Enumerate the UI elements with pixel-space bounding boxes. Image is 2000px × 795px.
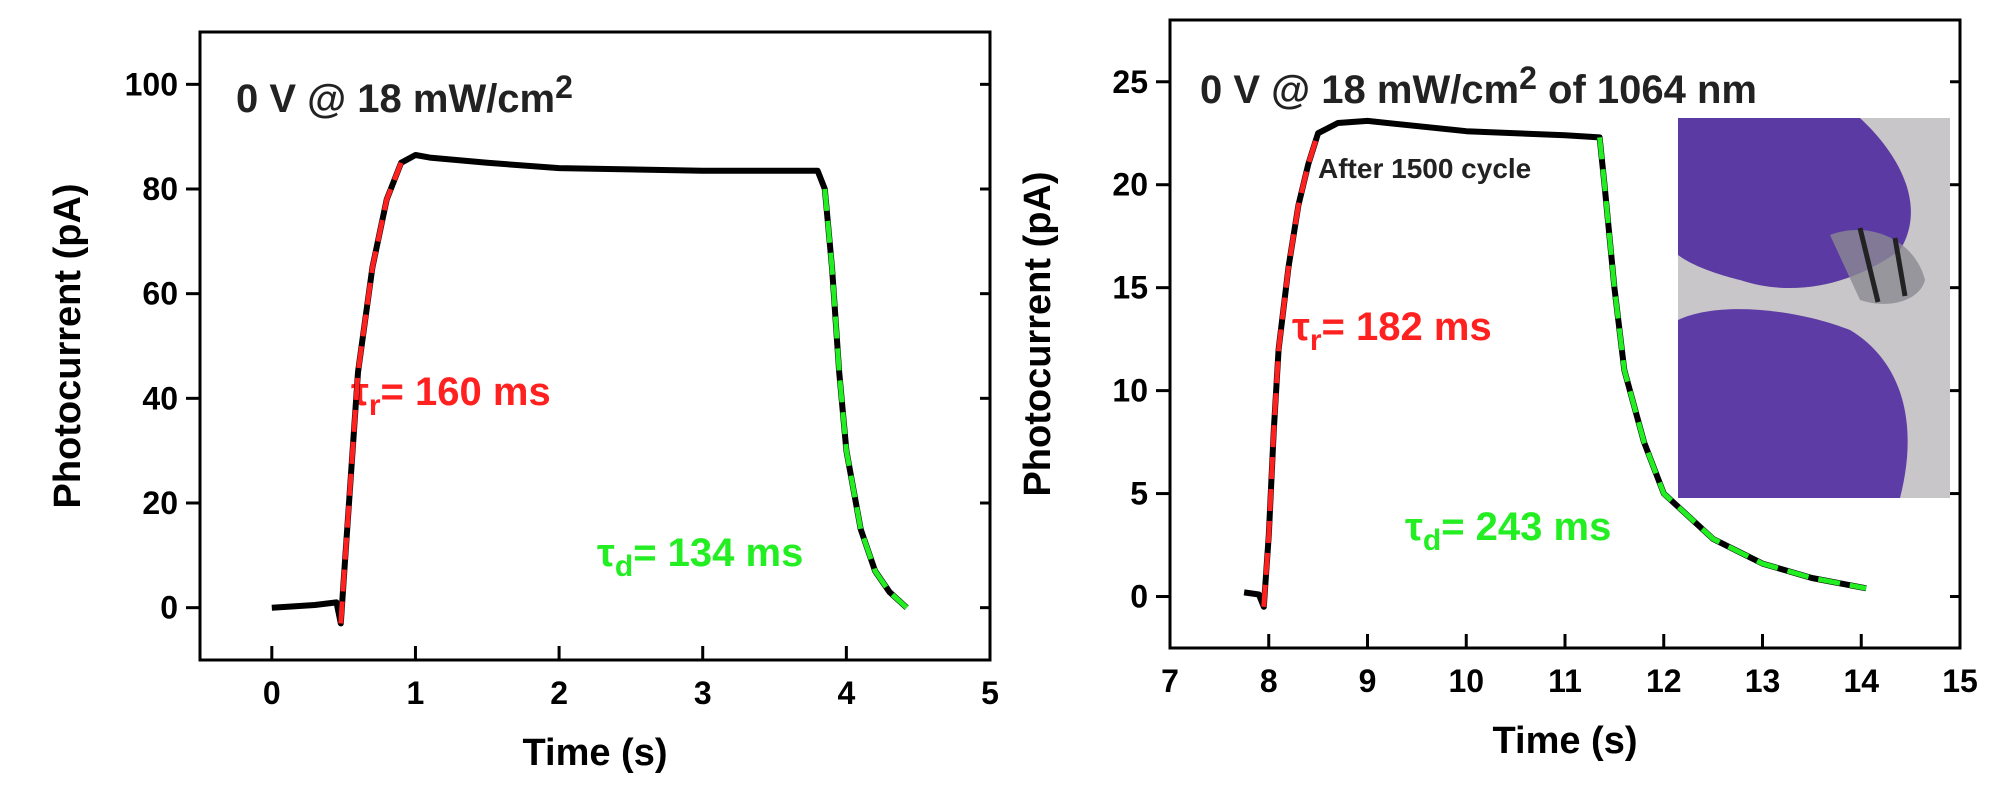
x-axis-title: Time (s) [522, 732, 667, 774]
x-tick-label: 5 [981, 675, 999, 711]
data-line [822, 188, 909, 610]
y-axis-title: Photocurrent (pA) [1017, 171, 1059, 496]
x-tick-label: 15 [1942, 663, 1978, 699]
y-tick-label: 0 [1130, 579, 1148, 615]
y-tick-label: 5 [1130, 476, 1148, 512]
x-tick-label: 3 [694, 675, 712, 711]
data-line [1243, 117, 1867, 610]
y-tick-label: 20 [142, 485, 178, 521]
x-tick-label: 12 [1646, 663, 1682, 699]
y-axis-title: Photocurrent (pA) [47, 183, 89, 508]
inset-photo [1678, 118, 1950, 498]
x-tick-label: 9 [1359, 663, 1377, 699]
y-tick-label: 100 [125, 66, 178, 102]
annotation: τd= 243 ms [1405, 505, 1611, 557]
annotation: After 1500 cycle [1318, 153, 1531, 184]
y-tick-label: 15 [1112, 270, 1148, 306]
x-tick-label: 10 [1448, 663, 1484, 699]
y-tick-label: 20 [1112, 167, 1148, 203]
x-tick-label: 0 [263, 675, 281, 711]
x-tick-label: 4 [837, 675, 855, 711]
x-axis-title: Time (s) [1492, 720, 1637, 762]
x-tick-label: 11 [1548, 663, 1582, 699]
data-line [1261, 132, 1321, 607]
annotation: τr= 160 ms [351, 370, 551, 422]
plot-frame [198, 30, 992, 662]
y-tick-label: 60 [142, 276, 178, 312]
annotation: 0 V @ 18 mW/cm2 [236, 69, 573, 121]
y-tick-label: 0 [160, 590, 178, 626]
x-tick-label: 13 [1745, 663, 1781, 699]
y-tick-label: 25 [1112, 64, 1148, 100]
data-line [338, 161, 404, 624]
x-tick-label: 14 [1843, 663, 1879, 699]
y-tick-label: 10 [1112, 373, 1148, 409]
y-tick-label: 40 [142, 380, 178, 416]
data-line [1597, 137, 1867, 591]
x-tick-label: 7 [1161, 663, 1179, 699]
annotation: τd= 134 ms [597, 531, 803, 583]
x-tick-label: 8 [1260, 663, 1278, 699]
x-tick-label: 1 [407, 675, 425, 711]
y-tick-label: 80 [142, 171, 178, 207]
x-tick-label: 2 [550, 675, 568, 711]
annotation: 0 V @ 18 mW/cm2 of 1064 nm [1200, 60, 1757, 112]
annotation: τr= 182 ms [1292, 305, 1492, 357]
